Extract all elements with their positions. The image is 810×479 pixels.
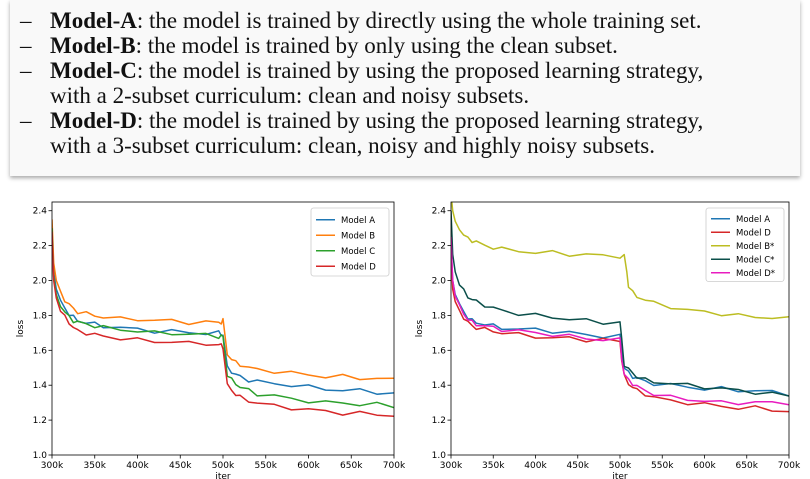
list-dash: –: [20, 33, 32, 58]
model-b-description: – Model-B: the model is trained by only …: [20, 33, 792, 58]
x-tick-label: 600k: [297, 461, 320, 471]
legend-box: [310, 207, 390, 277]
model-c-description: – Model-C: the model is trained by using…: [20, 58, 792, 108]
legend-label: Model C*: [736, 255, 774, 265]
series-line-model-b-: [451, 202, 789, 320]
model-d-text: Model-D: the model is trained by using t…: [50, 108, 792, 158]
x-tick-label: 400k: [524, 461, 547, 471]
x-tick-label: 650k: [340, 461, 363, 471]
series-line-model-b: [52, 219, 394, 381]
x-tick-label: 700k: [383, 461, 405, 471]
y-tick-label: 2.2: [432, 242, 446, 252]
model-d-desc-cont: with a 3-subset curriculum: clean, noisy…: [50, 133, 655, 158]
x-tick-label: 450k: [567, 461, 590, 471]
y-tick-label: 1.2: [432, 416, 446, 426]
model-d-name: Model-D: [50, 108, 137, 133]
y-tick-label: 1.4: [432, 381, 447, 391]
model-c-text: Model-C: the model is trained by using t…: [50, 58, 792, 108]
y-axis-label: loss: [16, 319, 26, 337]
legend-label: Model A: [341, 216, 375, 226]
series-line-model-d: [52, 231, 394, 417]
y-tick-label: 1.8: [33, 311, 48, 321]
model-a-description: – Model-A: the model is trained by direc…: [20, 8, 792, 33]
x-tick-label: 450k: [169, 461, 192, 471]
x-tick-label: 500k: [609, 461, 632, 471]
series-line-model-d-: [451, 236, 789, 406]
series-line-model-d: [451, 254, 789, 413]
legend-label: Model D: [341, 262, 376, 272]
loss-chart-left: 300k 350k 400k 450k 500k 550k 600k 650k 700k 1.0 1…: [16, 201, 405, 479]
legend-label: Model B*: [736, 242, 774, 252]
series-line-model-c: [52, 228, 394, 409]
y-tick-label: 2.4: [33, 207, 48, 217]
x-tick-label: 550k: [255, 461, 278, 471]
y-tick-label: 2.0: [33, 277, 48, 287]
x-tick-label: 350k: [84, 461, 107, 471]
x-axis-label: iter: [612, 472, 628, 479]
y-tick-label: 2.2: [33, 242, 47, 252]
legend-label: Model A: [736, 215, 770, 225]
y-tick-label: 1.0: [432, 451, 447, 461]
model-d-description: – Model-D: the model is trained by using…: [20, 108, 792, 158]
legend-label: Model D: [736, 228, 771, 238]
model-b-desc: : the model is trained by only using the…: [135, 33, 618, 58]
model-c-desc-cont: with a 2-subset curriculum: clean and no…: [50, 83, 530, 108]
x-tick-label: 700k: [778, 461, 801, 471]
loss-chart-right: 300k 350k 400k 450k 500k 550k 600k 650k 700k 1.0 1…: [415, 201, 801, 479]
model-c-desc: : the model is trained by using the prop…: [136, 58, 704, 83]
model-c-name: Model-C: [50, 58, 137, 83]
y-tick-label: 2.0: [432, 277, 447, 287]
model-a-name: Model-A: [50, 8, 137, 33]
x-axis-label: iter: [215, 472, 231, 479]
y-tick-label: 1.4: [33, 381, 48, 391]
x-tick-label: 600k: [693, 461, 716, 471]
series-line-model-c-: [451, 210, 789, 397]
list-dash: –: [20, 58, 32, 83]
x-tick-label: 350k: [482, 461, 505, 471]
legend-label: Model D*: [736, 269, 775, 279]
model-b-name: Model-B: [50, 33, 136, 58]
x-tick-label: 400k: [126, 461, 149, 471]
model-b-text: Model-B: the model is trained by only us…: [50, 33, 792, 58]
model-description-box: – Model-A: the model is trained by direc…: [10, 0, 800, 176]
x-tick-label: 500k: [212, 461, 235, 471]
x-tick-label: 550k: [651, 461, 674, 471]
series-line-model-a: [52, 228, 394, 395]
legend-label: Model C: [341, 247, 375, 257]
y-tick-label: 1.6: [432, 346, 447, 356]
list-dash: –: [20, 108, 32, 133]
list-dash: –: [20, 8, 32, 33]
x-tick-label: 300k: [440, 461, 463, 471]
y-tick-label: 2.4: [432, 207, 447, 217]
legend-label: Model B: [341, 231, 375, 241]
y-axis-label: loss: [415, 319, 425, 337]
y-tick-label: 1.2: [33, 416, 47, 426]
model-a-desc: : the model is trained by directly using…: [136, 8, 702, 33]
legend-box: [705, 207, 785, 282]
model-a-text: Model-A: the model is trained by directl…: [50, 8, 792, 33]
x-tick-label: 650k: [736, 461, 759, 471]
x-tick-label: 300k: [41, 461, 64, 471]
y-tick-label: 1.6: [33, 346, 48, 356]
y-tick-label: 1.8: [432, 311, 447, 321]
model-d-desc: : the model is trained by using the prop…: [136, 108, 704, 133]
y-tick-label: 1.0: [33, 451, 48, 461]
